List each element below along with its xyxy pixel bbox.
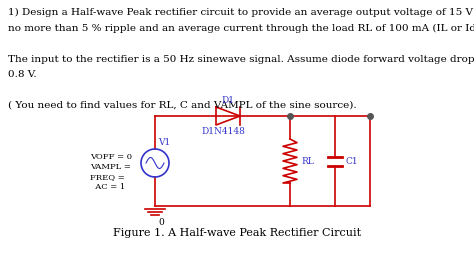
Text: 1) Design a Half-wave Peak rectifier circuit to provide an average output voltag: 1) Design a Half-wave Peak rectifier cir… (8, 8, 474, 17)
Text: V1: V1 (158, 138, 170, 147)
Text: RL: RL (301, 157, 314, 166)
Text: D1: D1 (221, 96, 235, 105)
Text: ( You need to find values for RL, C and VAMPL of the sine source).: ( You need to find values for RL, C and … (8, 101, 356, 110)
Text: C1: C1 (346, 157, 359, 166)
Text: The input to the rectifier is a 50 Hz sinewave signal. Assume diode forward volt: The input to the rectifier is a 50 Hz si… (8, 54, 474, 64)
Text: 0: 0 (158, 218, 164, 227)
Text: no more than 5 % ripple and an average current through the load RL of 100 mA (IL: no more than 5 % ripple and an average c… (8, 24, 474, 33)
Text: VAMPL =: VAMPL = (90, 163, 131, 171)
Text: 0.8 V.: 0.8 V. (8, 70, 36, 79)
Text: VOFF = 0: VOFF = 0 (90, 153, 132, 161)
Text: AC = 1: AC = 1 (90, 183, 125, 191)
Text: FREQ =: FREQ = (90, 173, 125, 181)
Text: D1N4148: D1N4148 (201, 127, 245, 136)
Text: Figure 1. A Half-wave Peak Rectifier Circuit: Figure 1. A Half-wave Peak Rectifier Cir… (113, 228, 361, 238)
